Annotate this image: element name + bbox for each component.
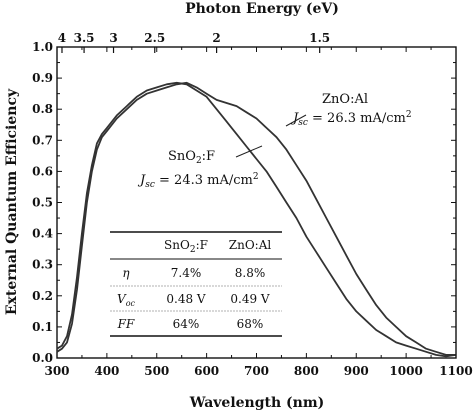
zno-label: ZnO:Al xyxy=(322,92,368,107)
top-tick-label: 1.5 xyxy=(309,31,330,45)
y-tick-label: 0.8 xyxy=(32,102,53,116)
y-tick-label: 0.3 xyxy=(32,258,53,272)
table-header-sno: SnO2:F xyxy=(164,238,208,255)
y-tick-label: 0.9 xyxy=(32,71,53,85)
x-tick-label: 800 xyxy=(294,364,319,378)
y-tick-label: 0.0 xyxy=(32,351,53,365)
top-tick-label: 3.5 xyxy=(74,31,95,45)
y-axis-title: External Quantum Efficiency xyxy=(4,88,20,315)
y-tick-label: 0.4 xyxy=(32,227,53,241)
x-tick-label: 700 xyxy=(244,364,269,378)
zno-jsc-annotation: Jsc = 26.3 mA/cm2 xyxy=(290,110,412,128)
table-cell-eta-sno: 7.4% xyxy=(171,266,202,280)
top-axis-title: Photon Energy (eV) xyxy=(185,1,339,17)
table-row-label-voc: Voc xyxy=(117,292,135,308)
y-tick-label: 0.5 xyxy=(32,196,53,210)
x-axis-title: Wavelength (nm) xyxy=(189,395,325,411)
x-tick-label: 600 xyxy=(194,364,219,378)
y-tick-label: 1.0 xyxy=(32,40,53,54)
y-tick-label: 0.6 xyxy=(32,164,53,178)
top-tick-label: 2 xyxy=(212,31,220,45)
table-cell-eta-zno: 8.8% xyxy=(235,266,266,280)
top-tick-label: 4 xyxy=(58,31,66,45)
top-tick-label: 2.5 xyxy=(144,31,165,45)
y-tick-label: 0.1 xyxy=(32,320,53,334)
series-line-sno2-f xyxy=(56,81,457,358)
table-cell-ff-sno: 64% xyxy=(173,317,200,331)
table-cell-voc-sno: 0.48 V xyxy=(166,292,206,306)
x-tick-label: 900 xyxy=(344,364,369,378)
sno-jsc-annotation: Jsc = 24.3 mA/cm2 xyxy=(137,172,259,190)
performance-table: SnO2:F ZnO:Al η 7.4% 8.8% Voc 0.48 V 0.4… xyxy=(110,231,282,337)
y-tick-label: 0.7 xyxy=(32,133,53,147)
x-tick-label: 1100 xyxy=(439,364,472,378)
x-tick-label: 1000 xyxy=(389,364,422,378)
x-tick-label: 300 xyxy=(44,364,69,378)
sno-pointer xyxy=(235,145,263,158)
zno-pointer xyxy=(285,114,307,127)
x-tick-label: 400 xyxy=(94,364,119,378)
sno-label: SnO2:F xyxy=(168,149,215,166)
table-header-zno: ZnO:Al xyxy=(229,238,272,252)
y-tick-label: 0.2 xyxy=(32,289,53,303)
series-line-zno-al xyxy=(56,81,456,356)
table-cell-ff-zno: 68% xyxy=(237,317,264,331)
x-tick-label: 500 xyxy=(144,364,169,378)
table-row-label-eta: η xyxy=(122,266,130,280)
top-tick-label: 3 xyxy=(109,31,117,45)
table-cell-voc-zno: 0.49 V xyxy=(230,292,270,306)
table-row-label-ff: FF xyxy=(117,317,135,331)
